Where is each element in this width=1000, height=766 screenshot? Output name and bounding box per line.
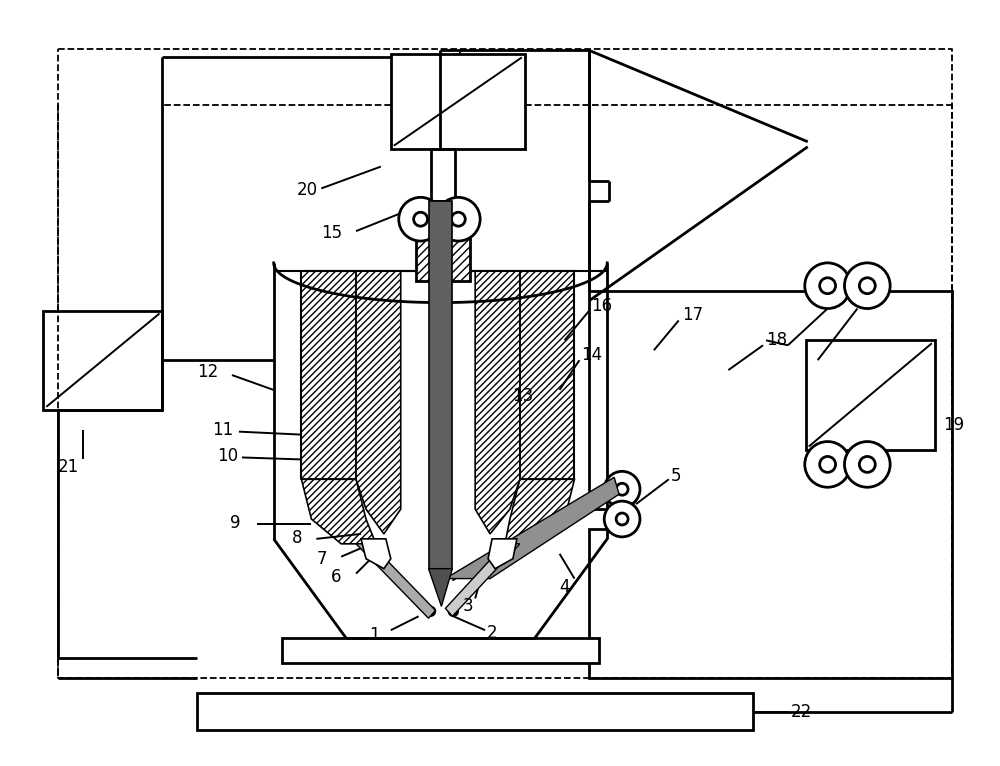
Circle shape: [414, 212, 428, 226]
Circle shape: [426, 607, 435, 617]
Circle shape: [451, 212, 465, 226]
Text: 21: 21: [58, 458, 79, 476]
Circle shape: [616, 483, 628, 495]
Polygon shape: [356, 271, 401, 534]
Text: 2: 2: [487, 624, 498, 642]
Text: 5: 5: [671, 467, 681, 486]
Text: 16: 16: [591, 296, 612, 315]
Text: 15: 15: [321, 224, 342, 242]
Polygon shape: [445, 544, 520, 617]
Text: 12: 12: [197, 363, 218, 381]
Bar: [416, 201, 470, 281]
Circle shape: [604, 471, 640, 507]
Bar: [429, 201, 452, 568]
Bar: [520, 271, 574, 480]
Polygon shape: [361, 538, 391, 568]
Bar: [806, 340, 935, 450]
Circle shape: [820, 457, 836, 473]
Circle shape: [844, 441, 890, 487]
Circle shape: [436, 198, 480, 241]
Circle shape: [820, 278, 836, 293]
Text: 22: 22: [791, 702, 812, 721]
Text: 20: 20: [296, 182, 318, 199]
Polygon shape: [505, 480, 574, 544]
Bar: [301, 271, 356, 480]
Bar: [197, 692, 753, 731]
Text: 4: 4: [560, 578, 570, 595]
Polygon shape: [429, 568, 452, 607]
Circle shape: [859, 278, 875, 293]
Text: 11: 11: [212, 421, 233, 439]
Text: 18: 18: [766, 332, 787, 349]
Text: 19: 19: [943, 416, 964, 434]
Polygon shape: [488, 538, 517, 568]
Text: 13: 13: [512, 387, 533, 405]
Circle shape: [859, 457, 875, 473]
Circle shape: [805, 441, 850, 487]
Text: 6: 6: [331, 568, 342, 585]
Bar: [43, 310, 162, 410]
Text: 7: 7: [316, 550, 327, 568]
Bar: [282, 638, 599, 663]
Polygon shape: [356, 544, 435, 618]
Text: 10: 10: [217, 447, 238, 466]
Circle shape: [844, 263, 890, 309]
Text: 1: 1: [369, 626, 380, 644]
Text: 3: 3: [462, 597, 473, 615]
Text: 17: 17: [682, 306, 703, 323]
Circle shape: [616, 513, 628, 525]
Polygon shape: [475, 271, 520, 534]
Polygon shape: [301, 480, 376, 544]
Circle shape: [448, 607, 458, 617]
Text: 14: 14: [581, 346, 603, 364]
Polygon shape: [445, 477, 619, 578]
Circle shape: [604, 501, 640, 537]
Bar: [391, 54, 525, 149]
Circle shape: [399, 198, 442, 241]
Text: 8: 8: [292, 529, 302, 547]
Text: 9: 9: [230, 514, 240, 532]
Circle shape: [805, 263, 850, 309]
